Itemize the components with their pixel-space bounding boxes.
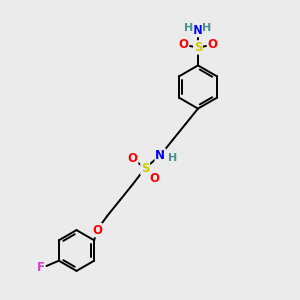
Text: H: H — [184, 22, 194, 33]
Text: O: O — [149, 172, 159, 185]
Text: O: O — [178, 38, 189, 52]
Text: F: F — [37, 261, 45, 274]
Text: H: H — [202, 22, 211, 33]
Text: H: H — [168, 153, 177, 163]
Text: N: N — [193, 23, 203, 37]
Text: S: S — [141, 161, 149, 175]
Text: O: O — [92, 224, 102, 237]
Text: O: O — [207, 38, 218, 52]
Text: S: S — [194, 41, 202, 54]
Text: N: N — [155, 149, 165, 162]
Text: O: O — [128, 152, 138, 166]
